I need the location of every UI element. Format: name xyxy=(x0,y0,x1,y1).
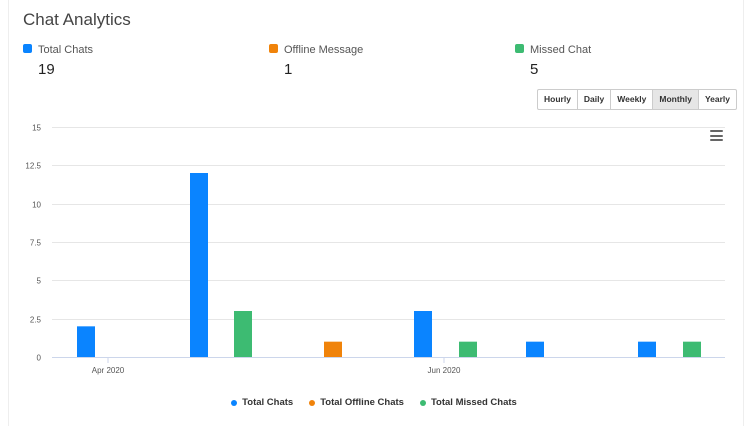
stat-value: 1 xyxy=(284,61,293,78)
y-tick-label: 0 xyxy=(37,354,42,363)
monthly-button[interactable]: Monthly xyxy=(653,90,699,109)
y-tick-label: 7.5 xyxy=(30,239,42,248)
stat-label: Offline Message xyxy=(284,43,364,56)
range-button-group: Hourly Daily Weekly Monthly Yearly xyxy=(537,89,738,110)
offline-message-swatch xyxy=(269,44,278,54)
y-tick-label: 15 xyxy=(32,124,41,133)
page-title: Chat Analytics xyxy=(23,10,131,29)
y-tick-label: 12.5 xyxy=(25,162,41,171)
legend-label: Total Chats xyxy=(242,397,294,408)
bar-total-missed-chats[interactable] xyxy=(234,311,252,357)
legend-label: Total Offline Chats xyxy=(320,397,404,408)
weekly-button[interactable]: Weekly xyxy=(611,90,654,109)
stat-label: Total Chats xyxy=(38,43,94,56)
y-tick-label: 5 xyxy=(37,277,42,286)
stat-label: Missed Chat xyxy=(530,43,592,56)
bar-total-chats[interactable] xyxy=(638,341,656,357)
legend-dot-icon xyxy=(419,399,426,406)
y-tick-label: 10 xyxy=(32,201,41,210)
stat-value: 5 xyxy=(530,61,539,78)
y-tick-label: 2.5 xyxy=(30,316,42,325)
bar-total-missed-chats[interactable] xyxy=(683,341,701,357)
hourly-button[interactable]: Hourly xyxy=(538,90,578,109)
legend-item-total-missed-chats[interactable]: Total Missed Chats xyxy=(419,397,517,408)
chart-card xyxy=(8,0,744,426)
bar-total-chats[interactable] xyxy=(414,311,432,357)
stat-total-chats: Total Chats 19 xyxy=(23,41,93,78)
daily-button[interactable]: Daily xyxy=(578,90,612,109)
legend-dot-icon xyxy=(309,399,316,406)
x-tick-label: Apr 2020 xyxy=(92,366,125,375)
legend-label: Total Missed Chats xyxy=(430,397,517,408)
bar-total-chats[interactable] xyxy=(526,341,544,357)
yearly-button[interactable]: Yearly xyxy=(704,94,731,104)
bar-total-missed-chats[interactable] xyxy=(459,341,477,357)
hamburger-menu-icon[interactable] xyxy=(710,130,723,141)
chart-legend: Total Chats Total Offline Chats Total Mi… xyxy=(0,397,748,408)
bar-total-offline-chats[interactable] xyxy=(324,341,342,357)
legend-item-total-chats[interactable]: Total Chats xyxy=(231,397,293,408)
stat-missed-chat: Missed Chat 5 xyxy=(515,41,591,78)
stat-offline-message: Offline Message 1 xyxy=(269,41,363,78)
x-tick-label: Jun 2020 xyxy=(428,366,461,375)
bar-total-chats[interactable] xyxy=(77,326,95,357)
legend-dot-icon xyxy=(231,399,238,406)
legend-item-total-offline-chats[interactable]: Total Offline Chats xyxy=(309,397,404,408)
stat-value: 19 xyxy=(38,61,55,78)
total-chats-swatch xyxy=(23,44,32,54)
missed-chat-swatch xyxy=(515,44,524,54)
bar-total-chats[interactable] xyxy=(190,173,208,357)
